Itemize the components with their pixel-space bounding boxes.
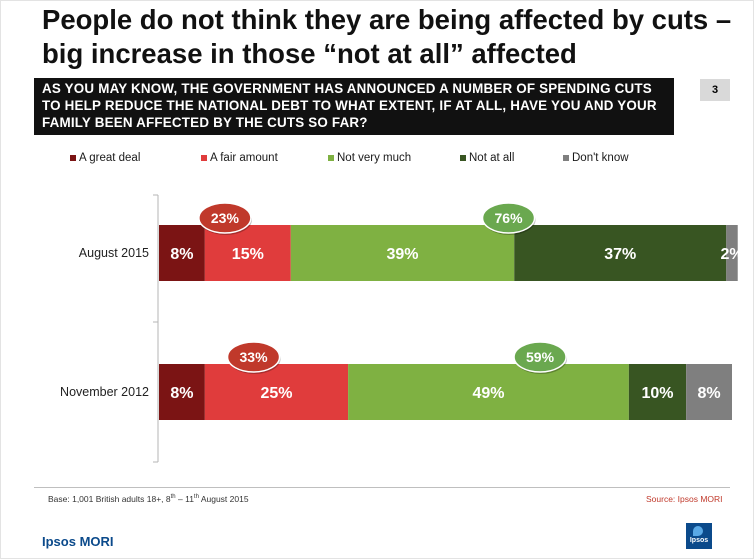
ipsos-logo-icon: Ipsos [686, 523, 712, 549]
data-label: 10% [641, 385, 673, 402]
bar-segment [686, 364, 732, 420]
data-label: 39% [387, 246, 419, 263]
legend-item: A fair amount [201, 152, 278, 164]
callout-label: 33% [240, 349, 269, 365]
legend-item: Not very much [328, 152, 411, 164]
legend-item: Not at all [460, 152, 514, 164]
legend-label: A fair amount [210, 152, 278, 164]
data-label: 15% [232, 246, 264, 263]
footer-divider [34, 487, 730, 488]
callout-label: 23% [211, 210, 240, 226]
data-label: 49% [472, 385, 504, 402]
bar-segment [290, 225, 515, 281]
bar-segment [159, 364, 205, 420]
bar-segment [348, 364, 629, 420]
legend-swatch [460, 155, 466, 161]
bar-segment [514, 225, 727, 281]
callout-bubble [481, 202, 536, 234]
legend-swatch [201, 155, 207, 161]
legend-swatch [70, 155, 76, 161]
callout-label: 59% [526, 349, 555, 365]
data-label: 8% [698, 385, 721, 402]
data-label: 8% [170, 246, 193, 263]
page-number: 3 [700, 79, 730, 101]
category-label: November 2012 [60, 385, 149, 399]
legend-label: Not at all [469, 152, 515, 164]
chart-legend: A great deal A fair amount Not very much… [70, 152, 720, 166]
data-label: 37% [604, 246, 636, 263]
source-note: Source: Ipsos MORI [646, 494, 723, 504]
legend-item: Don't know [563, 152, 629, 164]
question-band: AS YOU MAY KNOW, THE GOVERNMENT HAS ANNO… [34, 78, 674, 135]
callout-bubble [513, 341, 567, 373]
legend-label: A great deal [79, 152, 141, 164]
bar-segment [204, 225, 291, 281]
category-label: August 2015 [79, 246, 149, 260]
bar-segment [726, 225, 738, 281]
legend-item: A great deal [70, 152, 140, 164]
callout-label: 76% [495, 210, 524, 226]
bar-segment [159, 225, 205, 281]
legend-label: Not very much [337, 152, 412, 164]
brand-name: Ipsos MORI [42, 534, 114, 549]
legend-swatch [563, 155, 569, 161]
legend-label: Don't know [572, 152, 629, 164]
question-text: AS YOU MAY KNOW, THE GOVERNMENT HAS ANNO… [42, 81, 657, 130]
callout-bubble [226, 341, 281, 373]
legend-swatch [328, 155, 334, 161]
slide-title: People do not think they are being affec… [42, 4, 732, 69]
base-note: Base: 1,001 British adults 18+, 8th – 11… [48, 494, 249, 504]
bar-segment [204, 364, 349, 420]
bar-segment [628, 364, 687, 420]
callout-bubble [198, 202, 252, 234]
data-label: 8% [170, 385, 193, 402]
data-label: 25% [260, 385, 292, 402]
data-label: 2% [720, 246, 743, 263]
